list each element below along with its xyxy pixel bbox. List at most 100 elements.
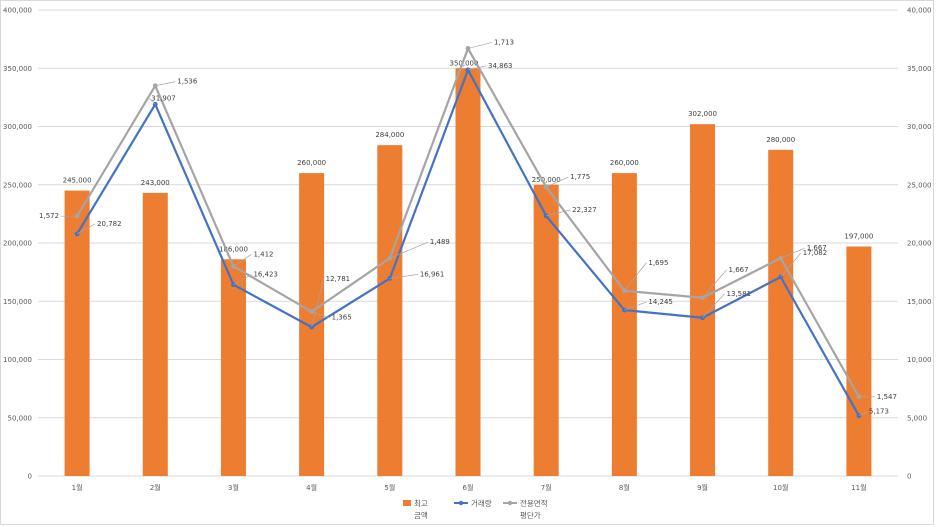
y-right-tick-label: 30,000 — [907, 123, 932, 131]
y-left-tick-label: 50,000 — [8, 414, 33, 422]
x-tick-label: 6월 — [463, 483, 474, 492]
leader-line — [546, 176, 569, 188]
legend-label: 최고 — [414, 498, 428, 508]
legend-label: 평단가 — [520, 510, 541, 520]
bar-data-label: 250,000 — [532, 176, 561, 184]
y-left-tick-label: 300,000 — [3, 123, 32, 131]
bar — [846, 246, 872, 476]
area-price-data-label: 1,775 — [570, 173, 590, 181]
bar-data-label: 350,000 — [450, 59, 479, 67]
y-right-tick-label: 35,000 — [907, 65, 932, 73]
bar-data-label: 186,000 — [219, 245, 248, 253]
bar — [611, 173, 637, 476]
legend-label: 금액 — [414, 510, 428, 520]
y-left-tick-label: 400,000 — [3, 7, 32, 15]
leader-line — [467, 42, 493, 49]
bar — [377, 145, 403, 476]
x-tick-label: 7월 — [541, 483, 552, 492]
x-tick-label: 3월 — [228, 483, 239, 492]
y-right-tick-label: 5,000 — [907, 414, 927, 422]
legend-label: 거래량 — [471, 499, 492, 508]
legend-swatch-marker — [507, 500, 513, 506]
series-point — [856, 394, 862, 400]
legend-swatch-bar — [403, 500, 411, 506]
x-tick-label: 9월 — [697, 483, 708, 492]
area-price-data-label: 1,695 — [648, 259, 668, 267]
volume-data-label: 12,781 — [326, 275, 351, 283]
leader-line — [702, 269, 727, 298]
y-left-tick-label: 350,000 — [3, 65, 32, 73]
bar — [455, 68, 481, 476]
leader-line — [780, 247, 805, 259]
volume-data-label: 16,961 — [420, 270, 445, 278]
area-price-data-label: 1,489 — [430, 238, 450, 246]
leader-line — [467, 65, 487, 71]
x-tick-label: 4월 — [306, 483, 317, 492]
bar — [64, 190, 90, 476]
leader-line — [624, 301, 647, 311]
x-tick-label: 10월 — [773, 483, 788, 492]
leader-line — [389, 274, 418, 279]
volume-data-label: 31,907 — [151, 94, 176, 102]
volume-data-label: 13,581 — [727, 290, 752, 298]
bar — [768, 149, 794, 477]
volume-data-label: 34,863 — [488, 62, 513, 70]
bar-data-label: 243,000 — [141, 179, 170, 187]
x-tick-label: 2월 — [150, 483, 161, 492]
y-right-tick-label: 0 — [907, 473, 911, 481]
volume-data-label: 20,782 — [97, 220, 122, 228]
volume-data-label: 22,327 — [572, 206, 597, 214]
area-price-data-label: 1,667 — [807, 244, 827, 252]
y-right-tick-label: 15,000 — [907, 298, 932, 306]
y-right-tick-label: 10,000 — [907, 356, 932, 364]
leader-line — [149, 98, 156, 105]
area-price-data-label: 1,412 — [253, 250, 273, 258]
leader-line — [155, 81, 176, 87]
leader-line — [76, 223, 96, 235]
leader-line — [311, 311, 330, 319]
bar-data-label: 245,000 — [63, 177, 92, 185]
bar — [142, 192, 168, 476]
bar-data-label: 280,000 — [766, 136, 795, 144]
area-price-data-label: 1,572 — [39, 212, 59, 220]
leader-line — [389, 241, 428, 259]
bar-data-label: 260,000 — [610, 159, 639, 167]
y-right-tick-label: 25,000 — [907, 181, 932, 189]
area-price-data-label: 1,536 — [177, 78, 198, 86]
leader-line — [546, 209, 571, 217]
bar-data-label: 302,000 — [688, 110, 717, 118]
series-point — [856, 413, 862, 419]
x-tick-label: 1월 — [72, 483, 83, 492]
area-price-data-label: 1,547 — [877, 393, 897, 401]
y-left-tick-label: 200,000 — [3, 240, 32, 248]
y-left-tick-label: 0 — [28, 473, 32, 481]
y-left-tick-label: 250,000 — [3, 181, 32, 189]
bar-data-label: 260,000 — [297, 159, 326, 167]
area-price-data-label: 1,365 — [332, 314, 352, 322]
area-price-data-label: 1,713 — [494, 38, 514, 46]
bar — [220, 259, 246, 476]
volume-data-label: 14,245 — [648, 298, 673, 306]
volume-data-label: 16,423 — [253, 271, 277, 279]
leader-line — [233, 274, 252, 285]
area-price-data-label: 1,667 — [729, 266, 749, 274]
legend-label: 전용면적 — [520, 498, 548, 508]
x-tick-label: 5월 — [384, 483, 395, 492]
bar-data-label: 284,000 — [375, 131, 404, 139]
volume-data-label: 5,173 — [869, 408, 889, 416]
x-tick-label: 11월 — [851, 483, 866, 492]
y-right-tick-label: 40,000 — [907, 7, 932, 15]
leader-line — [311, 279, 324, 328]
series-point — [543, 213, 549, 219]
bar — [299, 173, 325, 476]
leader-line — [233, 254, 252, 267]
y-left-tick-label: 100,000 — [3, 356, 32, 364]
volume-data-label: 17,082 — [803, 249, 828, 257]
leader-line — [780, 252, 801, 278]
series-point — [74, 231, 80, 237]
series-point — [543, 184, 549, 190]
leader-line — [858, 411, 868, 417]
bar — [533, 184, 559, 476]
